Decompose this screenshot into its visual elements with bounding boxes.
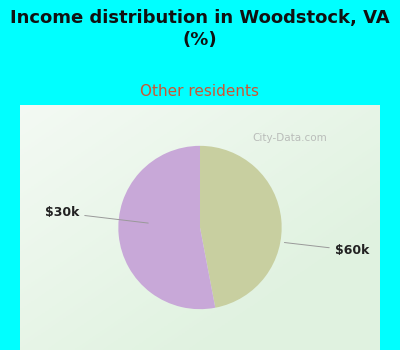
Wedge shape bbox=[200, 146, 282, 308]
Wedge shape bbox=[118, 146, 215, 309]
Text: $60k: $60k bbox=[284, 243, 369, 257]
Text: Other residents: Other residents bbox=[140, 84, 260, 99]
Text: Income distribution in Woodstock, VA
(%): Income distribution in Woodstock, VA (%) bbox=[10, 9, 390, 49]
Text: City-Data.com: City-Data.com bbox=[252, 133, 327, 143]
Text: $30k: $30k bbox=[45, 206, 148, 223]
